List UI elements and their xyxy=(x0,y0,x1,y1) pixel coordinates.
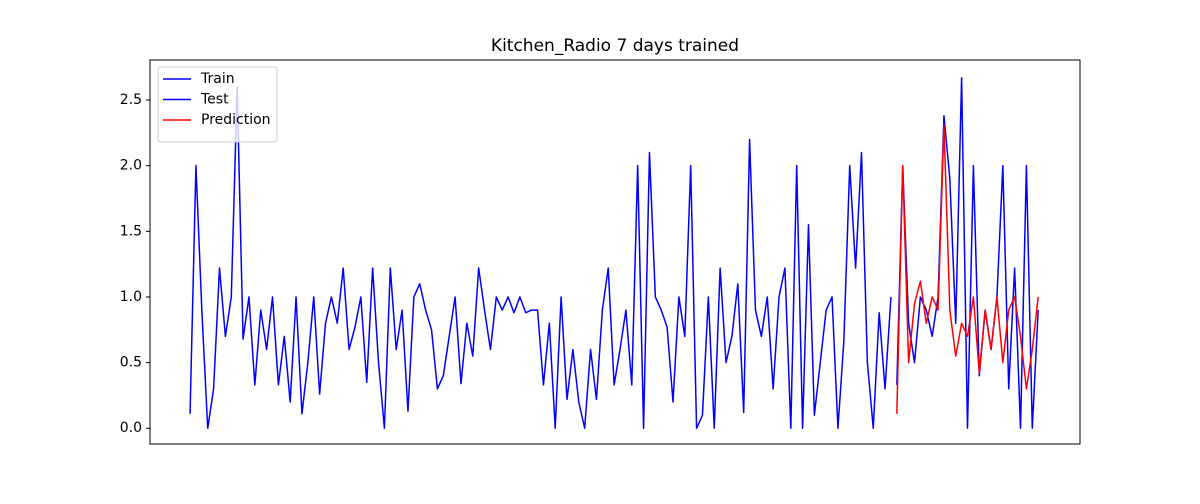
axes-frame xyxy=(149,59,1081,445)
legend-label: Test xyxy=(200,92,229,108)
plot-area xyxy=(189,76,1039,429)
legend-label: Prediction xyxy=(201,112,271,128)
legend-box xyxy=(157,66,278,143)
y-tick-label: 2.5 xyxy=(120,92,142,108)
legend-label: Train xyxy=(200,71,235,87)
y-tick-label: 2.0 xyxy=(120,158,142,174)
series-line xyxy=(896,124,1039,414)
y-tick-label: 1.0 xyxy=(120,289,142,305)
y-tick-label: 0.0 xyxy=(120,420,142,436)
y-tick-label: 1.5 xyxy=(120,223,142,239)
chart-title: Kitchen_Radio 7 days trained xyxy=(491,36,739,56)
series-line xyxy=(189,86,892,429)
y-tick-label: 0.5 xyxy=(120,355,142,371)
series-line xyxy=(896,76,1039,429)
